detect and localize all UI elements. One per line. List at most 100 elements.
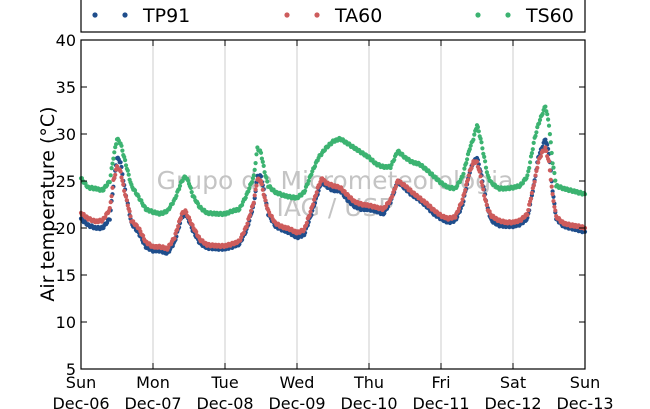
x-tick-label: Fri — [431, 373, 450, 392]
data-point — [476, 129, 481, 134]
data-point — [534, 130, 539, 135]
data-point — [543, 145, 548, 150]
data-point — [480, 183, 485, 188]
data-point — [103, 215, 108, 220]
x-tick-label: Dec-06 — [52, 394, 109, 409]
x-tick-label: Tue — [210, 373, 238, 392]
data-point — [526, 208, 531, 213]
data-point — [479, 180, 484, 185]
data-point — [528, 160, 533, 165]
data-point — [477, 169, 482, 174]
data-point — [553, 178, 558, 183]
data-point — [460, 197, 465, 202]
data-point — [540, 111, 545, 116]
data-point — [107, 217, 112, 222]
data-point — [484, 203, 489, 208]
x-tick-label: Dec-08 — [196, 394, 253, 409]
data-point — [306, 178, 311, 183]
data-point — [531, 183, 536, 188]
data-point — [190, 222, 195, 228]
data-point — [192, 195, 197, 200]
data-point — [178, 215, 183, 221]
data-point — [174, 193, 179, 198]
data-point — [546, 159, 552, 164]
x-tick-label: Sun — [66, 373, 96, 392]
data-point — [536, 160, 541, 165]
data-point — [123, 194, 129, 199]
data-point — [482, 193, 487, 198]
x-tick-label: Dec-12 — [484, 394, 541, 409]
data-point — [237, 207, 242, 212]
data-point — [249, 180, 255, 185]
data-point — [127, 209, 132, 214]
data-point — [528, 196, 534, 201]
data-point — [547, 168, 553, 173]
y-tick-label: 30 — [56, 125, 76, 144]
data-point — [533, 133, 538, 139]
data-point — [312, 164, 318, 169]
data-point — [252, 193, 257, 198]
data-point — [253, 187, 258, 192]
data-point — [390, 194, 395, 199]
data-point — [467, 147, 472, 152]
data-point — [251, 200, 256, 205]
legend-label-tp91: TP91 — [142, 5, 190, 27]
data-point — [550, 192, 555, 197]
data-point — [312, 197, 317, 202]
data-point — [531, 140, 536, 145]
data-point — [120, 148, 125, 153]
data-point — [533, 173, 538, 178]
data-point — [478, 136, 483, 141]
data-point — [314, 190, 319, 195]
data-point — [122, 188, 127, 193]
data-point — [453, 215, 458, 220]
data-point — [109, 194, 114, 199]
data-point — [309, 172, 314, 177]
data-point — [307, 213, 312, 218]
legend-label-ts60: TS60 — [525, 5, 574, 27]
data-point — [529, 151, 535, 156]
data-point — [483, 199, 489, 204]
data-point — [483, 165, 489, 170]
data-point — [110, 185, 115, 190]
data-point — [553, 208, 558, 213]
data-point — [546, 117, 551, 122]
data-point — [114, 142, 119, 147]
data-point — [125, 203, 130, 208]
data-point — [119, 175, 124, 180]
data-point — [547, 132, 553, 137]
data-point — [262, 170, 267, 175]
y-tick-label: 10 — [56, 313, 76, 332]
legend-marker-tp91 — [122, 12, 128, 18]
data-point — [475, 125, 480, 130]
data-point — [254, 152, 259, 157]
data-point — [188, 185, 193, 190]
data-point — [546, 123, 552, 128]
x-tick-label: Dec-10 — [340, 394, 397, 409]
data-point — [124, 198, 129, 203]
data-point — [175, 227, 180, 232]
data-point — [552, 170, 557, 176]
data-point — [172, 236, 177, 241]
legend: TP91 TA60 TS60 — [80, 0, 586, 33]
data-point — [249, 208, 254, 213]
data-point — [186, 178, 191, 183]
data-point — [481, 187, 486, 192]
data-point — [253, 161, 258, 166]
data-point — [252, 167, 257, 172]
data-point — [530, 147, 535, 152]
data-point — [108, 200, 113, 205]
x-tick-label: Thu — [353, 373, 384, 392]
y-tick-label: 35 — [56, 78, 76, 97]
legend-marker-ts60 — [505, 12, 511, 18]
data-point — [111, 156, 116, 161]
data-point — [548, 140, 553, 145]
data-point — [303, 188, 308, 193]
data-point — [123, 163, 129, 168]
data-point — [463, 187, 468, 193]
data-point — [261, 163, 266, 168]
data-point — [260, 187, 265, 192]
data-point — [254, 183, 259, 188]
data-point — [311, 202, 316, 207]
y-tick-label: 20 — [56, 219, 76, 238]
